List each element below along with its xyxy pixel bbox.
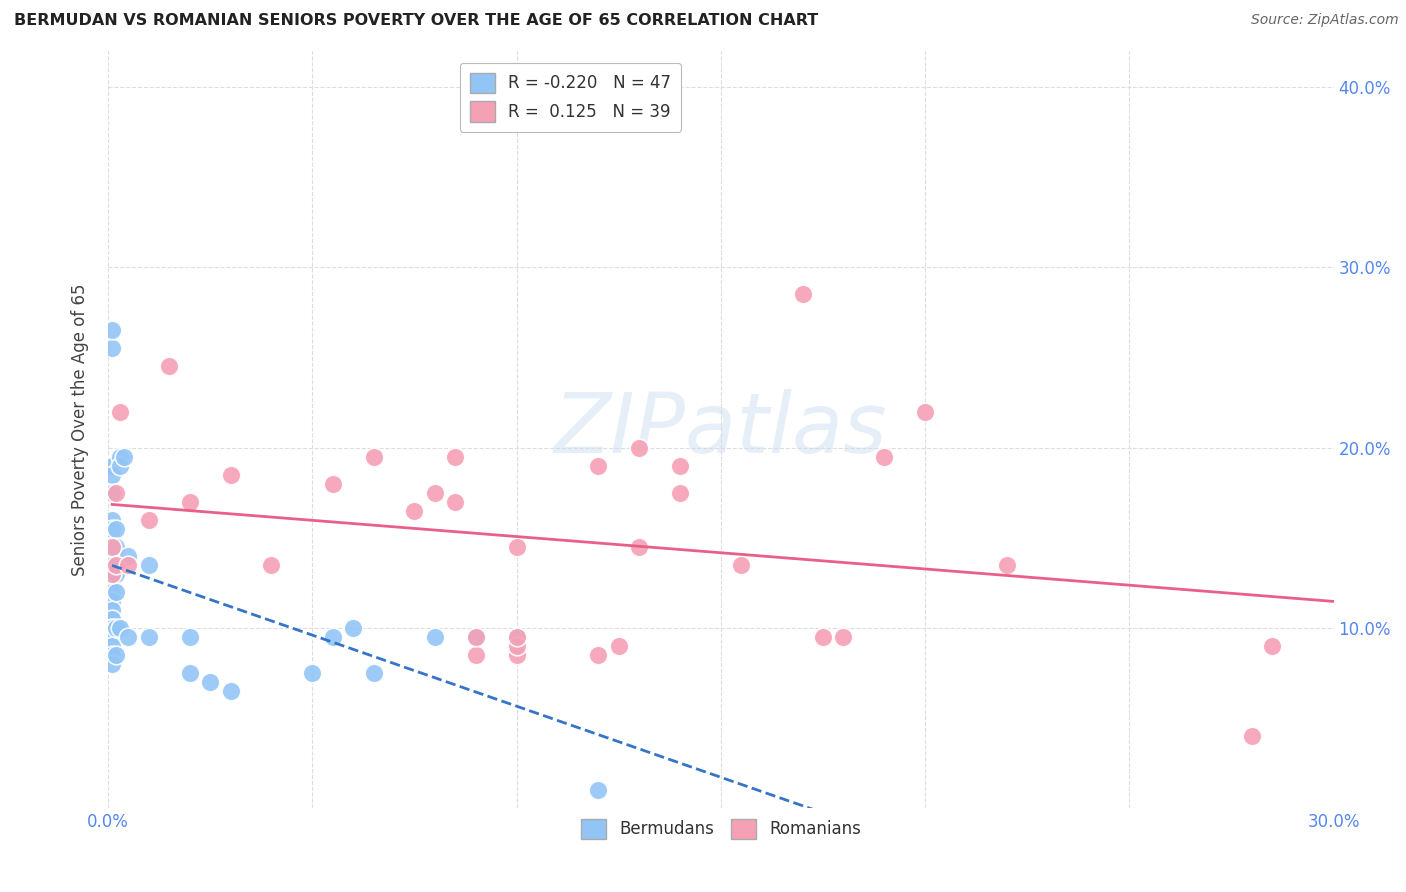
Point [101, 467, 124, 482]
Point [105, 648, 128, 662]
Point [101, 648, 124, 662]
Point [179, 630, 201, 644]
Point [444, 494, 467, 508]
Point [363, 666, 385, 681]
Point [138, 630, 160, 644]
Point [101, 585, 124, 599]
Point [730, 558, 752, 572]
Point [101, 621, 124, 635]
Point [117, 558, 139, 572]
Point [505, 630, 527, 644]
Point [110, 458, 132, 473]
Point [101, 639, 124, 653]
Point [101, 603, 124, 617]
Point [322, 630, 344, 644]
Point [101, 575, 124, 590]
Point [260, 558, 283, 572]
Point [117, 630, 139, 644]
Point [586, 783, 609, 797]
Point [607, 639, 630, 653]
Point [811, 630, 834, 644]
Point [101, 657, 124, 672]
Point [105, 522, 128, 536]
Point [444, 450, 467, 464]
Point [101, 558, 124, 572]
Point [110, 621, 132, 635]
Point [505, 639, 527, 653]
Point [138, 513, 160, 527]
Text: ZIPatlas: ZIPatlas [554, 389, 887, 470]
Point [105, 485, 128, 500]
Point [101, 458, 124, 473]
Point [101, 485, 124, 500]
Point [423, 485, 446, 500]
Legend: Bermudans, Romanians: Bermudans, Romanians [574, 812, 868, 846]
Point [219, 684, 242, 698]
Point [179, 666, 201, 681]
Point [669, 485, 692, 500]
Point [101, 566, 124, 581]
Point [179, 494, 201, 508]
Point [505, 540, 527, 554]
Point [628, 441, 651, 455]
Point [101, 621, 124, 635]
Point [628, 540, 651, 554]
Point [832, 630, 855, 644]
Point [112, 450, 135, 464]
Point [101, 540, 124, 554]
Point [669, 458, 692, 473]
Point [157, 359, 180, 374]
Point [464, 630, 486, 644]
Point [342, 621, 364, 635]
Point [505, 648, 527, 662]
Point [586, 458, 609, 473]
Point [792, 287, 814, 301]
Point [464, 630, 486, 644]
Point [101, 594, 124, 608]
Point [101, 630, 124, 644]
Point [464, 648, 486, 662]
Point [101, 342, 124, 356]
Point [117, 549, 139, 563]
Point [101, 323, 124, 337]
Point [423, 630, 446, 644]
Point [105, 540, 128, 554]
Point [110, 404, 132, 418]
Text: BERMUDAN VS ROMANIAN SENIORS POVERTY OVER THE AGE OF 65 CORRELATION CHART: BERMUDAN VS ROMANIAN SENIORS POVERTY OVE… [14, 13, 818, 29]
Y-axis label: Seniors Poverty Over the Age of 65: Seniors Poverty Over the Age of 65 [72, 284, 89, 576]
Point [101, 522, 124, 536]
Text: Source: ZipAtlas.com: Source: ZipAtlas.com [1251, 13, 1399, 28]
Point [995, 558, 1018, 572]
Point [914, 404, 936, 418]
Point [101, 566, 124, 581]
Point [105, 585, 128, 599]
Point [110, 450, 132, 464]
Point [1261, 639, 1284, 653]
Point [404, 504, 426, 518]
Point [101, 540, 124, 554]
Point [198, 675, 221, 690]
Point [322, 476, 344, 491]
Point [586, 648, 609, 662]
Point [105, 566, 128, 581]
Point [219, 467, 242, 482]
Point [1240, 729, 1263, 743]
Point [101, 513, 124, 527]
Point [505, 630, 527, 644]
Point [105, 558, 128, 572]
Point [873, 450, 896, 464]
Point [363, 450, 385, 464]
Point [105, 621, 128, 635]
Point [138, 558, 160, 572]
Point [101, 612, 124, 626]
Point [301, 666, 323, 681]
